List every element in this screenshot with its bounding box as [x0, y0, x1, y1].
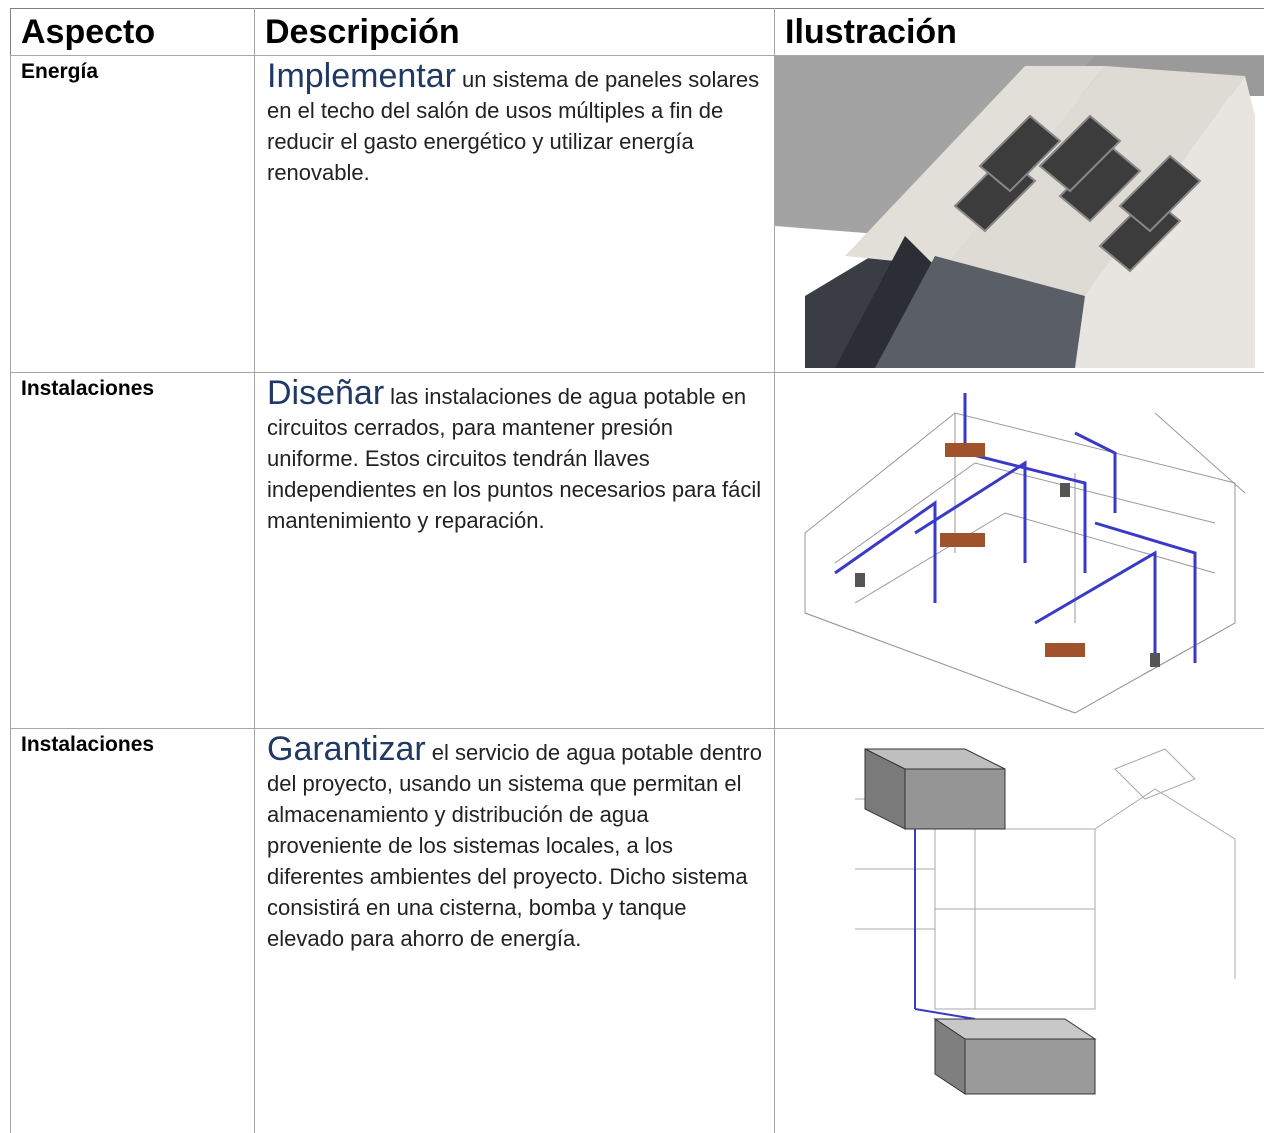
description-text: el servicio de agua potable dentro del p…	[267, 740, 762, 951]
lead-word: Implementar	[267, 57, 456, 95]
illustration-cell	[775, 373, 1264, 729]
header-cell: Ilustración	[775, 9, 1264, 56]
aspect-cell: Instalaciones	[11, 373, 255, 729]
aspect-cell: Energía	[11, 56, 255, 373]
aspect-cell: Instalaciones	[11, 729, 255, 1133]
header-cell: Descripción	[255, 9, 775, 56]
plumbing-illustration	[775, 373, 1264, 724]
lead-word: Diseñar	[267, 374, 384, 412]
illustration-cell	[775, 56, 1264, 373]
aspect-table: Aspecto Descripción Ilustración Energía …	[10, 8, 1264, 1133]
solar-roof-illustration	[775, 56, 1264, 368]
lead-word: Garantizar	[267, 730, 426, 768]
header-row: Aspecto Descripción Ilustración	[11, 9, 1264, 56]
illustration-cell	[775, 729, 1264, 1133]
water-tank-illustration	[775, 729, 1264, 1124]
header-cell: Aspecto	[11, 9, 255, 56]
